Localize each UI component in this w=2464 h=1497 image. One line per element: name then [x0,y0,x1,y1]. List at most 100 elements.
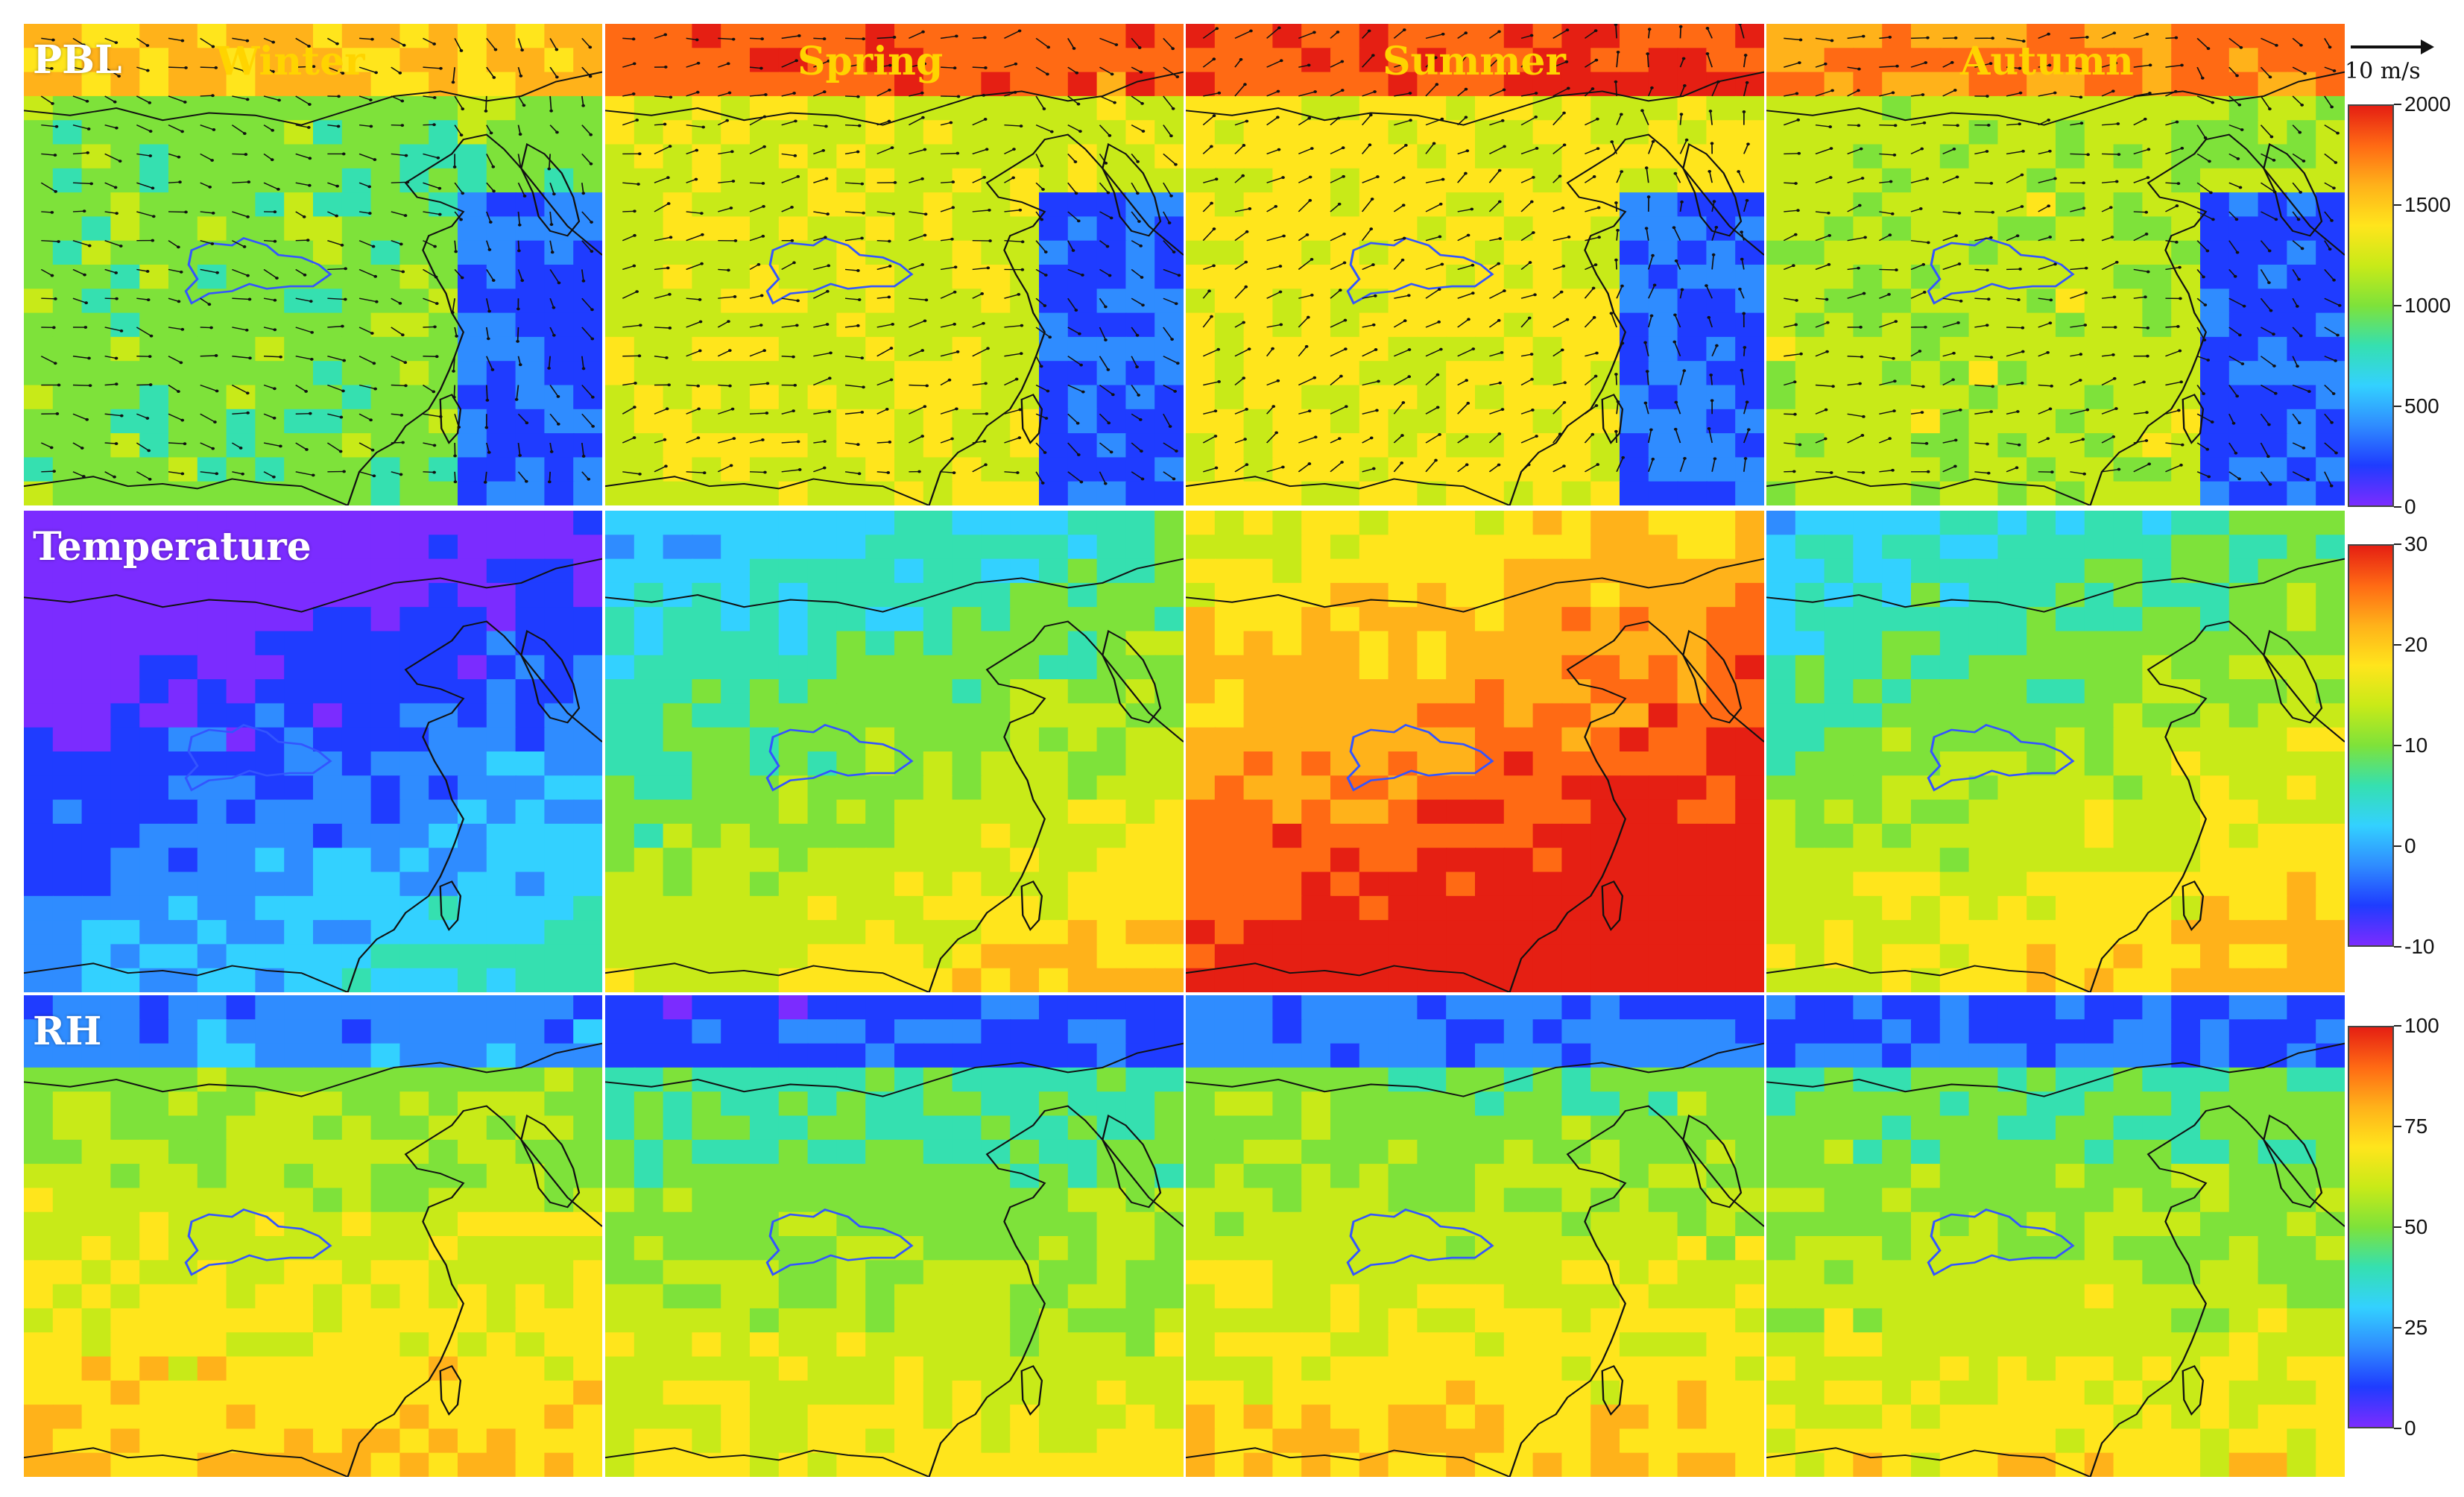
wind-vector [422,384,435,392]
field-cell [721,703,751,728]
wind-vector-head [2202,338,2207,342]
wind-vector [200,66,216,69]
wind-vector [622,291,638,299]
wind-vector [1552,402,1565,415]
wind-vector [581,37,591,48]
wind-vector-head [2268,482,2272,486]
field-cell [1214,558,1245,584]
field-cell [692,655,722,681]
wind-vector [1647,141,1654,154]
field-cell [197,265,228,290]
wind-vector-head [764,93,768,96]
field-cell [634,535,665,560]
wind-vector-head [982,321,985,325]
field-cell [24,582,54,608]
wind-vector [454,125,462,136]
wind-vector [1585,352,1597,357]
wind-vector [2324,38,2331,48]
field-cell [1620,361,1650,386]
field-cell [1706,631,1737,657]
wind-vector [1163,413,1171,427]
field-cell [1214,385,1245,411]
wind-vector [295,182,310,186]
field-cell [2056,361,2086,386]
wind-vector-head [702,471,707,475]
wind-vector [1298,463,1310,473]
wind-vector-head [1566,86,1570,90]
field-cell [1648,409,1679,435]
field-cell [197,144,228,170]
field-cell [923,433,954,458]
wind-vector-head [491,165,496,168]
wind-vector [168,297,180,303]
wind-vector-head [1043,304,1047,307]
wind-vector-head [1893,379,1897,383]
field-cell [544,775,575,801]
wind-vector-head [1830,89,1834,92]
wind-vector-head [2332,186,2336,190]
wind-vector [909,63,925,68]
wind-vector [358,356,375,364]
field-cell [573,385,602,411]
wind-vector-head [824,125,828,128]
wind-vector-head [1683,83,1687,87]
wind-vector-head [1956,321,1960,324]
wind-vector-head [552,333,556,337]
field-cell [721,895,751,921]
wind-vector-head [304,390,308,393]
field-cell [1067,607,1099,632]
wind-vector [1584,464,1599,473]
wind-vector-head [1888,35,1892,39]
wind-vector-head [550,250,555,254]
wind-vector [1163,66,1178,78]
field-cell [1417,775,1447,801]
field-cell [1301,582,1332,608]
field-cell [370,607,401,632]
field-cell [1648,24,1679,49]
field-cell [1475,703,1506,728]
wind-vector [1910,37,1928,40]
wind-vector [717,63,729,68]
wind-vector [1741,259,1745,270]
field-cell [226,582,256,608]
field-cell [836,799,867,825]
field-cell [750,751,780,777]
wind-vector-head [1497,168,1502,172]
wind-vector [1004,294,1020,299]
field-cell [1186,144,1216,170]
taiwan-outline [1020,880,1043,931]
wind-vector-head [1336,31,1340,34]
field-cell [1301,385,1332,411]
field-cell [1968,336,1999,362]
field-cell [1388,385,1418,411]
field-cell [692,799,722,825]
field-cell [399,848,430,873]
field-cell [1648,558,1679,584]
wind-vector-head [697,407,701,411]
wind-vector-head [1740,257,1744,261]
field-cell [1010,775,1040,801]
wind-vector-head [2050,384,2053,388]
wind-vector-head [2334,451,2338,455]
wind-vector-head [1526,58,1529,62]
wind-vector-head [792,355,795,359]
field-cell [1067,703,1099,728]
wind-vector [876,265,891,271]
wind-vector [1202,265,1214,271]
wind-vector-head [2178,265,2182,269]
wind-vector [2260,413,2270,425]
wind-vector [1520,177,1534,183]
wind-vector [72,384,91,386]
wind-vector [2133,327,2148,329]
wind-vector [1035,471,1044,484]
field-cell [865,679,896,705]
field-cell [1677,336,1708,362]
wind-vector-head [118,160,122,163]
wind-vector-head [1887,292,1891,296]
wind-vector [104,66,120,77]
field-cell [2200,168,2231,194]
field-cell [1475,312,1506,338]
field-cell [1590,679,1621,705]
field-cell [2084,265,2115,290]
wind-vector [2133,463,2150,473]
